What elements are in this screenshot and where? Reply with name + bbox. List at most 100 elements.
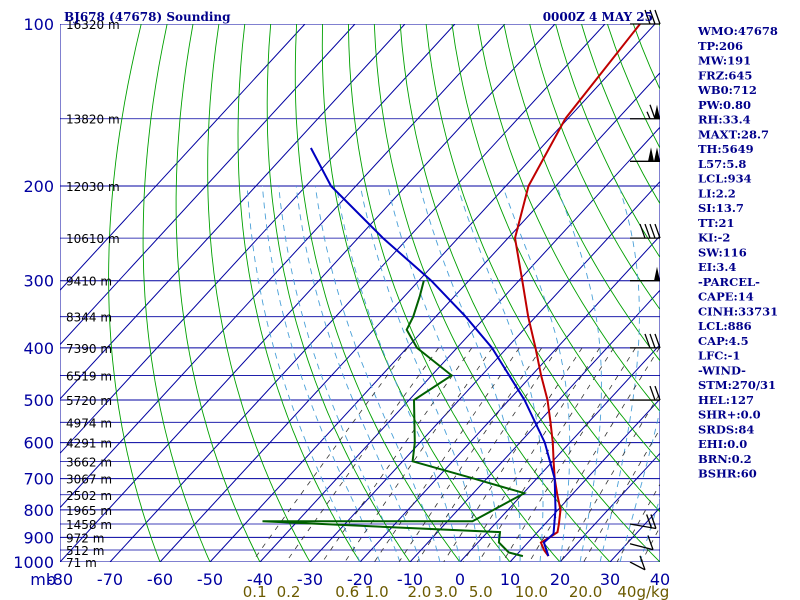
dry-adiabat-line [175, 24, 261, 562]
isotherm-line [159, 24, 656, 562]
dry-adiabat-line [142, 24, 211, 562]
mixing-ratio-tick-label: 1.0 [365, 583, 389, 600]
pressure-tick-label: 300 [23, 272, 54, 291]
temperature-tick-label: 30 [600, 570, 620, 589]
pressure-unit-label: mb [30, 570, 56, 589]
wind-barb [629, 514, 657, 530]
dry-adiabat-line [347, 24, 561, 562]
index-item: CAPE:14 [698, 290, 754, 304]
pressure-tick-label: 100 [23, 15, 54, 34]
wind-barb [630, 9, 661, 25]
index-item: LI:2.2 [698, 186, 736, 200]
height-label: 16320 m [66, 18, 120, 32]
dry-adiabat-line [529, 24, 660, 311]
index-item: TH:5649 [698, 142, 754, 156]
mixing-ratio-line [560, 392, 660, 562]
isotherm-line [60, 24, 556, 562]
index-item: TT:21 [698, 216, 735, 230]
dry-adiabat-line [425, 24, 660, 513]
height-label: 2502 m [66, 489, 112, 503]
temperature-axis: -80 -70 -60 -50 -40 -30 -20 -10 0 10 20 30 40 [47, 570, 670, 589]
mixing-ratio-lines [251, 347, 660, 562]
index-item: RH:33.4 [698, 113, 751, 127]
wind-barb [629, 535, 654, 551]
pressure-tick-label: 400 [23, 339, 54, 358]
index-item: SI:13.7 [698, 201, 744, 215]
moist-adiabat-line [262, 185, 381, 562]
height-label: 3067 m [66, 473, 112, 487]
isotherm-line [60, 24, 506, 509]
wind-barb [630, 333, 661, 349]
pressure-tick-label: 200 [23, 177, 54, 196]
index-item: EI:3.4 [698, 260, 736, 274]
temperature-tick-label: -50 [197, 570, 223, 589]
mixing-ratio-tick-label: 40g/kg [617, 583, 669, 600]
dry-adiabat-line [321, 24, 511, 562]
height-label: 8344 m [66, 311, 112, 325]
isotherm-line [60, 24, 406, 400]
mixing-ratio-line [251, 347, 408, 562]
temperature-tick-label: -70 [97, 570, 123, 589]
moist-adiabat-line [359, 185, 481, 562]
index-item: MAXT:28.7 [698, 127, 769, 141]
wind-barb [630, 104, 660, 120]
dry-adiabat-line [503, 24, 660, 362]
moist-adiabat-line [502, 185, 571, 562]
wind-barb [629, 555, 646, 571]
index-item: BSHR:60 [698, 467, 757, 481]
mixing-ratio-tick-label: 2.0 [407, 583, 431, 600]
index-item: TP:206 [698, 39, 743, 53]
index-item: FRZ:645 [698, 68, 752, 82]
pressure-tick-label: 500 [23, 391, 54, 410]
isotherm-line [509, 398, 660, 562]
dry-adiabat-line [207, 24, 311, 562]
isotherm-line [109, 24, 606, 562]
height-label: 1458 m [66, 518, 112, 532]
height-labels: 16320 m 13820 m 12030 m 10610 m 9410 m 8344 m… [66, 18, 120, 570]
dry-adiabat-line [294, 24, 461, 562]
index-item: SHR+:0.0 [698, 408, 761, 422]
mixing-ratio-tick-label: 3.0 [434, 583, 458, 600]
mixing-ratio-line [462, 347, 601, 562]
isotherm-line [359, 235, 660, 562]
moist-adiabat-line [599, 185, 640, 562]
index-item: -PARCEL- [698, 275, 760, 289]
index-item: HEL:127 [698, 393, 754, 407]
height-label: 5720 m [66, 394, 112, 408]
mixing-ratio-tick-label: 0.2 [277, 583, 301, 600]
temperature-tick-label: -20 [347, 570, 373, 589]
mixing-ratio-line [528, 347, 660, 562]
dry-adiabat-line [451, 24, 660, 463]
moist-adiabat-line [246, 185, 361, 562]
mixing-ratio-line [502, 347, 636, 562]
temperature-tick-label: -30 [297, 570, 323, 589]
mixing-ratio-tick-label: 0.1 [243, 583, 267, 600]
pressure-tick-label: 1000 [13, 553, 54, 572]
dry-adiabat-line [477, 24, 660, 413]
dry-adiabat-line [266, 24, 411, 562]
dry-adiabat-line [373, 24, 611, 562]
isotherm-line [60, 24, 456, 455]
height-label: 71 m [66, 556, 97, 570]
mixing-ratio-tick-label: 10.0 [515, 583, 548, 600]
wind-barbs [629, 9, 661, 571]
isotherm-line [209, 72, 660, 562]
isotherm-line [559, 452, 660, 562]
mixing-ratio-line [374, 347, 520, 562]
height-label: 10610 m [66, 232, 120, 246]
isotherm-line [60, 24, 306, 291]
moist-adiabat-line [335, 185, 461, 562]
height-label: 512 m [66, 544, 104, 558]
wind-barb [630, 223, 661, 239]
dry-adiabat-line [399, 24, 660, 562]
isotherm-line [309, 180, 660, 562]
pressure-tick-label: 600 [23, 434, 54, 453]
height-label: 13820 m [66, 113, 120, 127]
isobar-isotherm-grid [60, 24, 660, 562]
mixing-ratio-line [443, 347, 583, 562]
mixing-ratio-tick-label: 0.6 [335, 583, 359, 600]
index-item: CAP:4.5 [698, 334, 749, 348]
mixing-ratio-tick-label: 20.0 [569, 583, 602, 600]
mixing-ratio-line [285, 347, 439, 562]
